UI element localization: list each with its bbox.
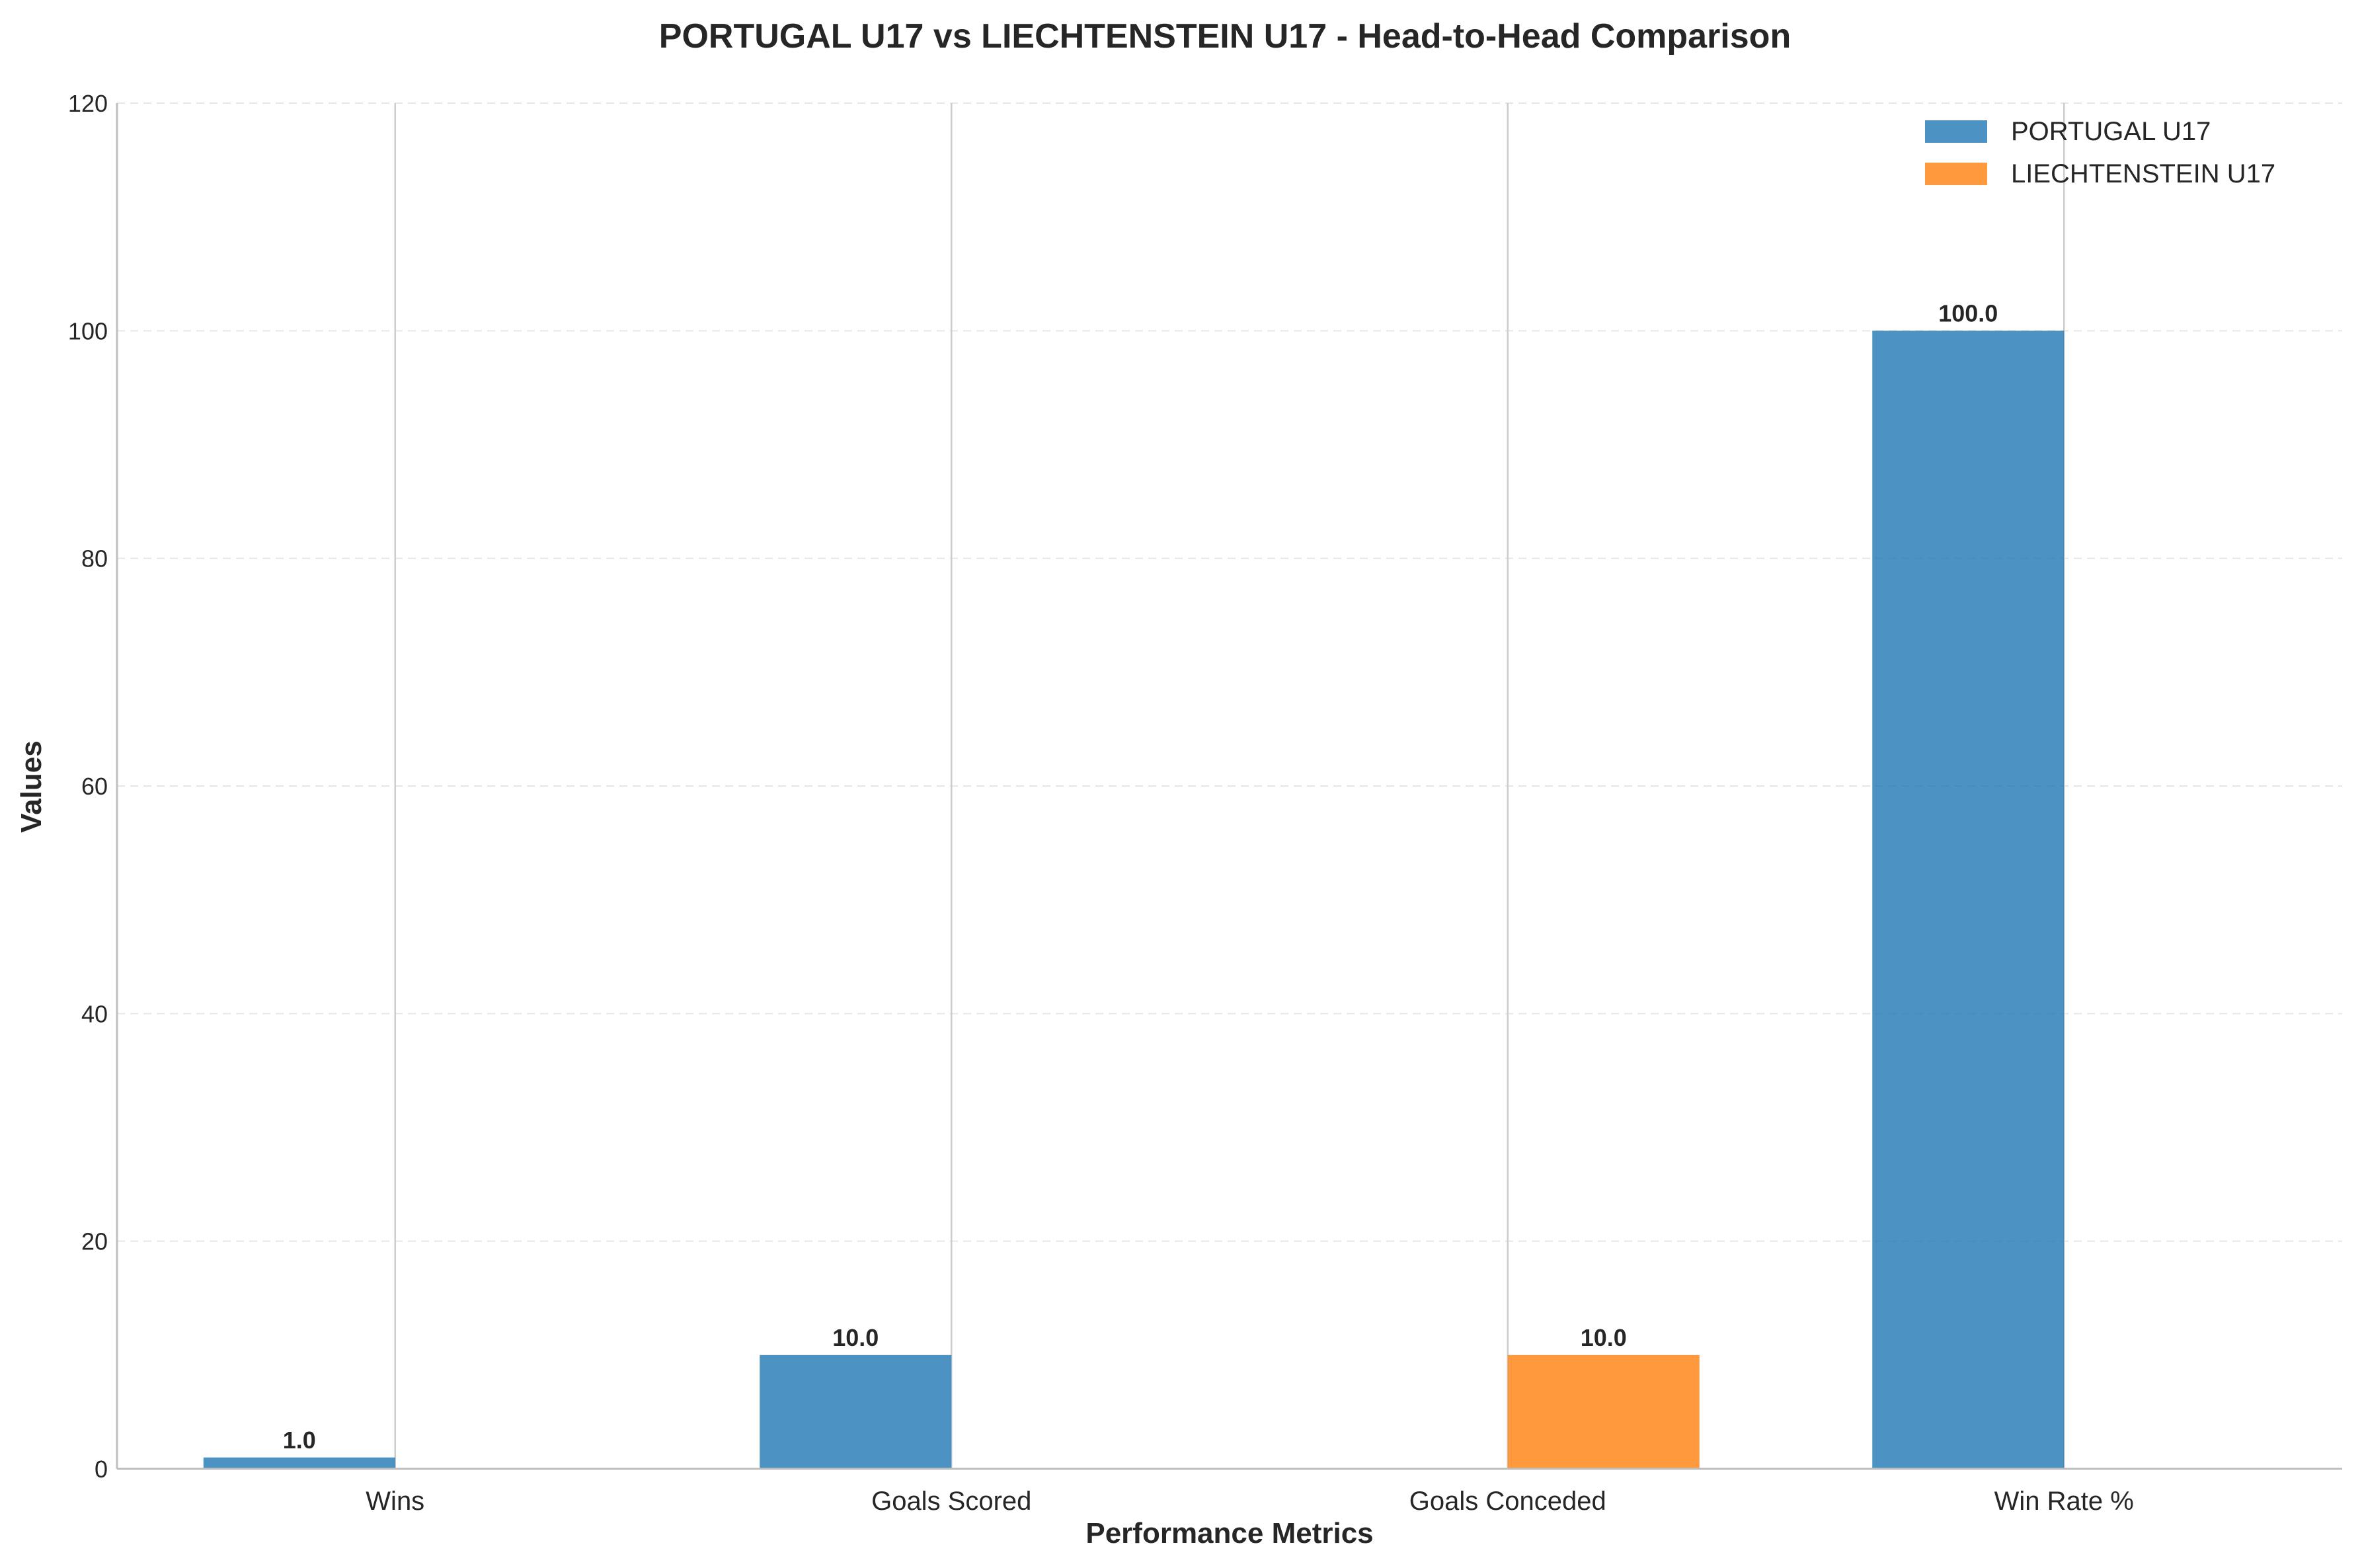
bar [760, 1354, 952, 1469]
y-tick-labels: 0 20 40 60 80 100 120 [68, 90, 108, 1483]
data-label: 100.0 [1938, 299, 1998, 327]
y-tick-label: 80 [81, 545, 108, 572]
bars [203, 331, 2065, 1469]
y-axis-title: Values [15, 740, 48, 832]
legend-swatch [1925, 163, 1987, 185]
y-tick-label: 20 [81, 1228, 108, 1255]
y-tick-label: 100 [68, 317, 108, 344]
y-tick-label: 0 [95, 1456, 108, 1483]
data-label: 10.0 [832, 1324, 879, 1351]
x-tick-labels: Wins Goals Scored Goals Conceded Win Rate % [366, 1487, 2134, 1516]
x-tick-label: Goals Scored [871, 1487, 1031, 1516]
axes [116, 103, 2342, 1470]
bar [203, 1457, 395, 1469]
x-tick-label: Goals Conceded [1409, 1487, 1606, 1516]
y-tick-label: 40 [81, 1000, 108, 1027]
y-tick-label: 120 [68, 90, 108, 117]
legend-label: PORTUGAL U17 [2011, 117, 2211, 146]
x-tick-label: Win Rate % [1994, 1487, 2134, 1516]
chart-title: PORTUGAL U17 vs LIECHTENSTEIN U17 - Head… [659, 17, 1791, 56]
legend-swatch [1925, 120, 1987, 143]
data-label: 10.0 [1581, 1324, 1627, 1351]
legend: PORTUGAL U17 LIECHTENSTEIN U17 [1925, 117, 2275, 188]
data-label: 1.0 [283, 1427, 316, 1454]
bar [1872, 331, 2065, 1469]
data-labels: 1.0 10.0 10.0 100.0 [283, 299, 1998, 1453]
bar [1507, 1354, 1700, 1469]
legend-label: LIECHTENSTEIN U17 [2011, 159, 2275, 188]
x-axis-title: Performance Metrics [1085, 1517, 1373, 1549]
x-tick-label: Wins [366, 1487, 424, 1516]
y-tick-label: 60 [81, 773, 108, 800]
